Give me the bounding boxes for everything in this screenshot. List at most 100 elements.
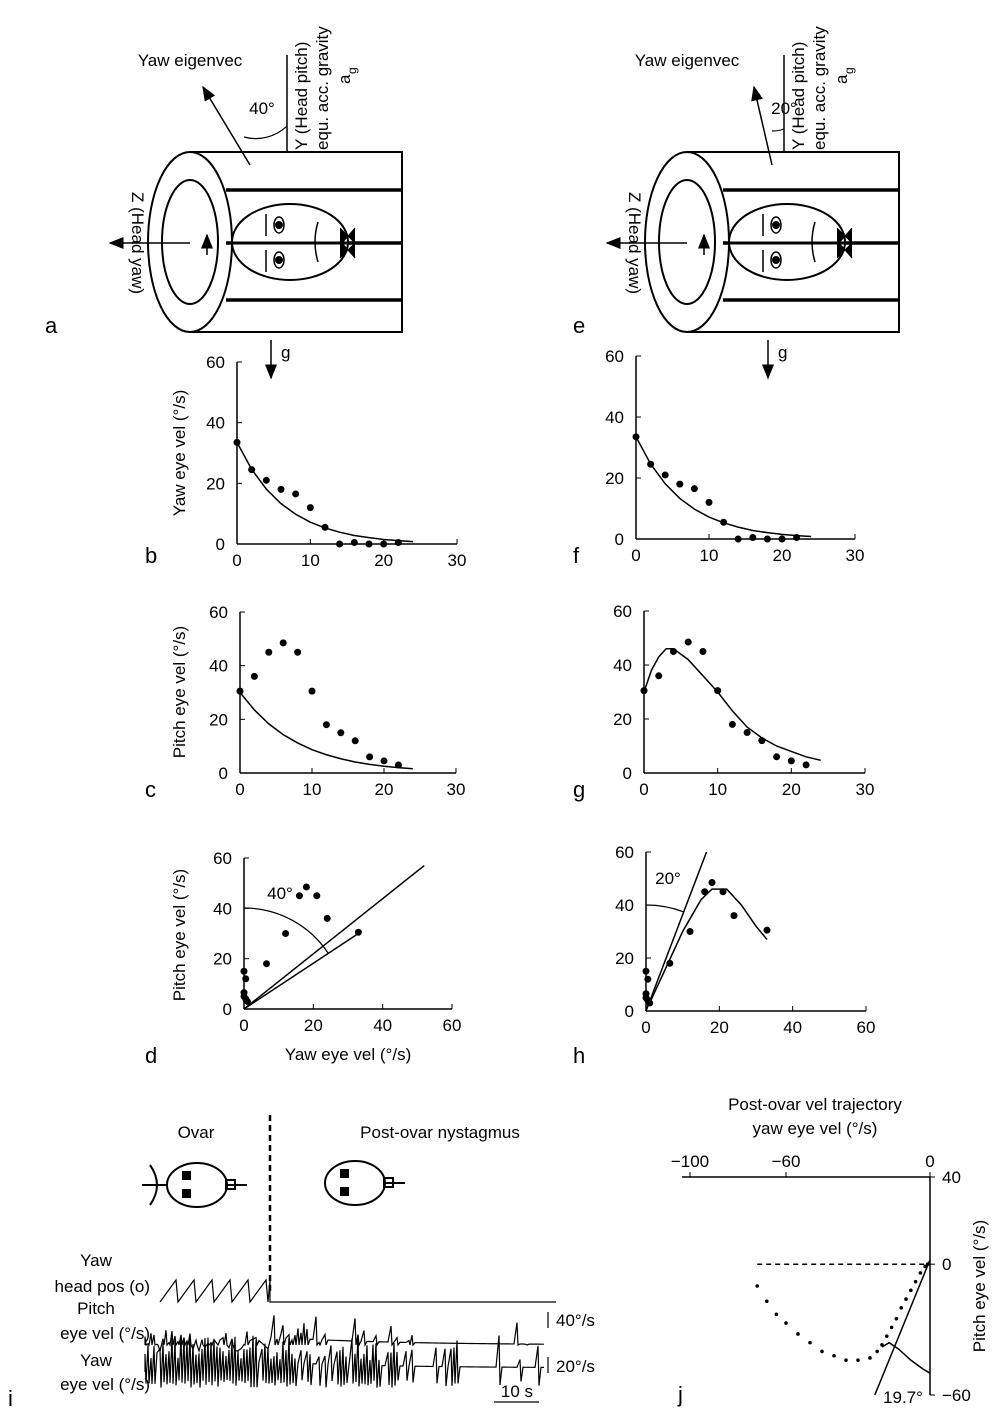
data-point xyxy=(322,721,330,729)
data-point xyxy=(784,1321,788,1325)
angle-label: 19.7° xyxy=(883,1388,923,1407)
data-point xyxy=(820,1349,824,1354)
data-point xyxy=(923,1264,927,1269)
pupil xyxy=(275,221,283,229)
y-tick-label: 20 xyxy=(615,949,634,968)
data-point xyxy=(875,1349,879,1354)
eye xyxy=(770,251,782,269)
y-axis-sublabel: equ. acc. gravity xyxy=(313,26,332,150)
data-point xyxy=(292,490,300,498)
data-point xyxy=(644,975,652,983)
y-tick-label: 40 xyxy=(206,414,225,433)
eye xyxy=(770,216,782,234)
data-point xyxy=(889,1325,894,1330)
y-tick-label: 60 xyxy=(613,602,632,621)
eye xyxy=(273,251,285,269)
data-point xyxy=(778,535,786,543)
data-point xyxy=(743,729,751,736)
panel-label: f xyxy=(573,543,580,568)
panel-label: j xyxy=(677,1382,683,1407)
data-point xyxy=(885,1334,889,1338)
data-point xyxy=(690,485,698,493)
data-point xyxy=(277,485,285,493)
x-tick-label: 20 xyxy=(374,551,393,570)
y-tick-label: 60 xyxy=(213,849,232,868)
z-axis-label: Z (Head yaw) xyxy=(625,192,644,294)
recording-heads xyxy=(142,1160,405,1208)
chart: 0 20 40 60 0 20 40 60 h 20° xyxy=(573,843,875,1068)
trace-label: eye vel (°/s) xyxy=(60,1375,150,1394)
data-point xyxy=(302,883,310,891)
eigenvector-label: Yaw eigenvec xyxy=(138,51,243,70)
x-axis-label: yaw eye vel (°/s) xyxy=(753,1119,878,1138)
scale-label: 20°/s xyxy=(556,1357,595,1376)
data-point xyxy=(242,975,250,983)
fit-line xyxy=(643,648,821,762)
scale-label: 40°/s xyxy=(556,1311,595,1330)
data-point xyxy=(243,997,251,1005)
x-tick-label: 30 xyxy=(448,551,467,570)
x-tick-label: 0 xyxy=(239,1016,248,1035)
y-tick-label: 40 xyxy=(209,657,228,676)
phase-label: Ovar xyxy=(178,1123,215,1142)
panel-label: g xyxy=(573,777,585,802)
y-tick-label: 60 xyxy=(605,347,624,366)
eigenvector-arrow xyxy=(751,85,773,166)
time-scale-label: 10 s xyxy=(501,1382,533,1401)
data-point xyxy=(904,1297,908,1301)
y-tick-label: 0 xyxy=(216,535,225,554)
fit-line xyxy=(239,692,413,770)
cylinder-diagram: Yaw eigenvec 40° Y (Head pitch) equ. acc. g… xyxy=(45,26,403,380)
data-point xyxy=(240,967,248,975)
pupil xyxy=(772,256,780,264)
x-tick-label: 10 xyxy=(301,551,320,570)
data-point xyxy=(763,535,771,543)
data-point xyxy=(787,757,795,765)
data-point xyxy=(773,753,781,761)
nose xyxy=(836,227,853,259)
pupil xyxy=(275,256,283,264)
data-point xyxy=(708,878,716,886)
phase-label: Post-ovar nystagmus xyxy=(360,1123,520,1142)
z-axis-label: Z (Head yaw) xyxy=(128,192,147,294)
y-axis-sublabel: equ. acc. gravity xyxy=(810,26,829,150)
y-axis-label: Pitch eye vel (°/s) xyxy=(170,626,189,758)
x-tick-label: −60 xyxy=(772,1152,801,1171)
head-position-trace xyxy=(159,1278,556,1304)
data-point xyxy=(655,672,663,680)
data-point xyxy=(913,1279,918,1284)
fit-line xyxy=(635,436,812,538)
y-tick-label: 40 xyxy=(942,1168,961,1187)
data-point xyxy=(909,1288,913,1293)
eye xyxy=(273,216,285,234)
fit-line xyxy=(243,932,359,1010)
data-point xyxy=(868,1356,872,1360)
y-tick-label: 0 xyxy=(219,764,228,783)
data-point xyxy=(313,892,321,900)
y-axis-label: Yaw eye vel (°/s) xyxy=(170,390,189,516)
x-tick-label: 60 xyxy=(857,1018,876,1037)
y-axis-label: Y (Head pitch) xyxy=(292,42,311,150)
fit-line xyxy=(236,442,414,543)
x-tick-label: 20 xyxy=(773,546,792,565)
x-tick-label: 60 xyxy=(443,1016,462,1035)
data-point xyxy=(802,761,810,769)
x-tick-label: 20 xyxy=(375,780,394,799)
accel-subscript: g xyxy=(842,67,856,74)
data-point xyxy=(661,471,669,479)
data-point xyxy=(250,672,258,680)
x-tick-label: 0 xyxy=(641,1018,650,1037)
data-point xyxy=(894,1316,899,1321)
data-point xyxy=(705,498,713,506)
data-point xyxy=(832,1353,836,1358)
x-tick-label: 30 xyxy=(447,780,466,799)
data-point xyxy=(796,1332,800,1336)
trace-label: head pos (o) xyxy=(55,1277,150,1296)
chart: 0 10 20 30 0 20 40 60 Pitch eye vel (°/s) c xyxy=(145,603,465,802)
x-tick-label: 10 xyxy=(700,546,719,565)
y-tick-label: 20 xyxy=(209,710,228,729)
x-tick-label: 0 xyxy=(631,546,640,565)
chart-title: Post-ovar vel trajectory xyxy=(728,1095,902,1114)
panel-label: a xyxy=(45,313,58,338)
y-tick-label: 60 xyxy=(209,603,228,622)
